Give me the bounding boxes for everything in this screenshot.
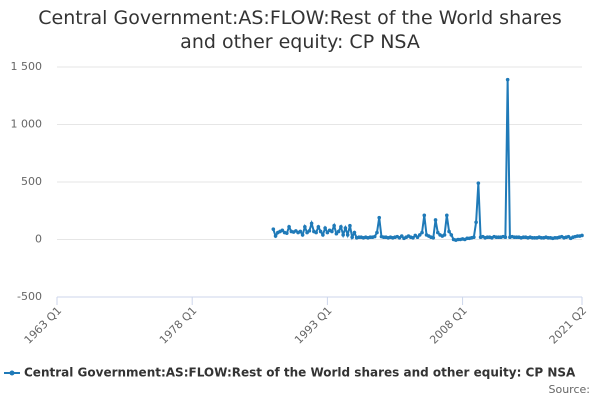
x-tick-label: 2008 Q1 [427, 304, 470, 347]
point [325, 230, 330, 235]
point [280, 228, 285, 233]
point [474, 220, 478, 225]
x-tick-label: 2021 Q2 [547, 304, 590, 347]
point [316, 225, 321, 229]
point [420, 230, 424, 235]
point [285, 231, 289, 235]
point [334, 231, 339, 236]
point [336, 229, 341, 234]
point [323, 226, 327, 230]
point [314, 230, 318, 235]
point [411, 235, 415, 240]
point [348, 223, 352, 228]
y-tick-label: -500 [17, 290, 42, 303]
y-tick-label: 1 000 [11, 118, 43, 131]
point [273, 234, 278, 238]
point [442, 233, 447, 237]
point [431, 235, 436, 240]
point [321, 233, 325, 237]
point [449, 233, 454, 237]
point [433, 218, 438, 222]
point [435, 230, 440, 235]
legend-label: Central Government:AS:FLOW:Rest of the W… [24, 366, 576, 380]
point [377, 215, 382, 220]
point [332, 223, 336, 228]
point [472, 235, 476, 239]
point [422, 213, 427, 218]
point [318, 229, 323, 234]
chart-title: Central Government:AS:FLOW:Rest of the W… [38, 7, 562, 53]
y-tick-label: 0 [35, 233, 42, 246]
point [350, 235, 354, 239]
point [339, 225, 343, 229]
x-tick-label: 1978 Q1 [157, 304, 200, 347]
x-tick-label: 1993 Q1 [292, 304, 335, 347]
point [399, 234, 404, 238]
point [372, 234, 377, 239]
point [505, 77, 510, 82]
point [503, 235, 508, 239]
x-tick-label: 1963 Q1 [22, 304, 65, 347]
point [287, 225, 291, 229]
source: Source: [549, 383, 591, 396]
point [447, 229, 451, 234]
point [309, 221, 314, 226]
point [417, 233, 422, 237]
point [375, 230, 379, 235]
point [343, 226, 348, 230]
series-line [272, 79, 583, 242]
point [330, 229, 334, 234]
point [580, 233, 584, 238]
point [300, 233, 305, 237]
point [415, 235, 420, 239]
point [352, 230, 357, 235]
point [271, 227, 276, 231]
legend-marker [9, 370, 15, 376]
point [307, 229, 312, 233]
y-tick-label: 500 [21, 175, 42, 188]
point [476, 181, 481, 185]
point [303, 225, 307, 229]
y-tick-label: 1 500 [11, 60, 43, 73]
point [341, 233, 345, 237]
point [345, 233, 350, 237]
point [298, 229, 303, 234]
point [445, 213, 449, 218]
